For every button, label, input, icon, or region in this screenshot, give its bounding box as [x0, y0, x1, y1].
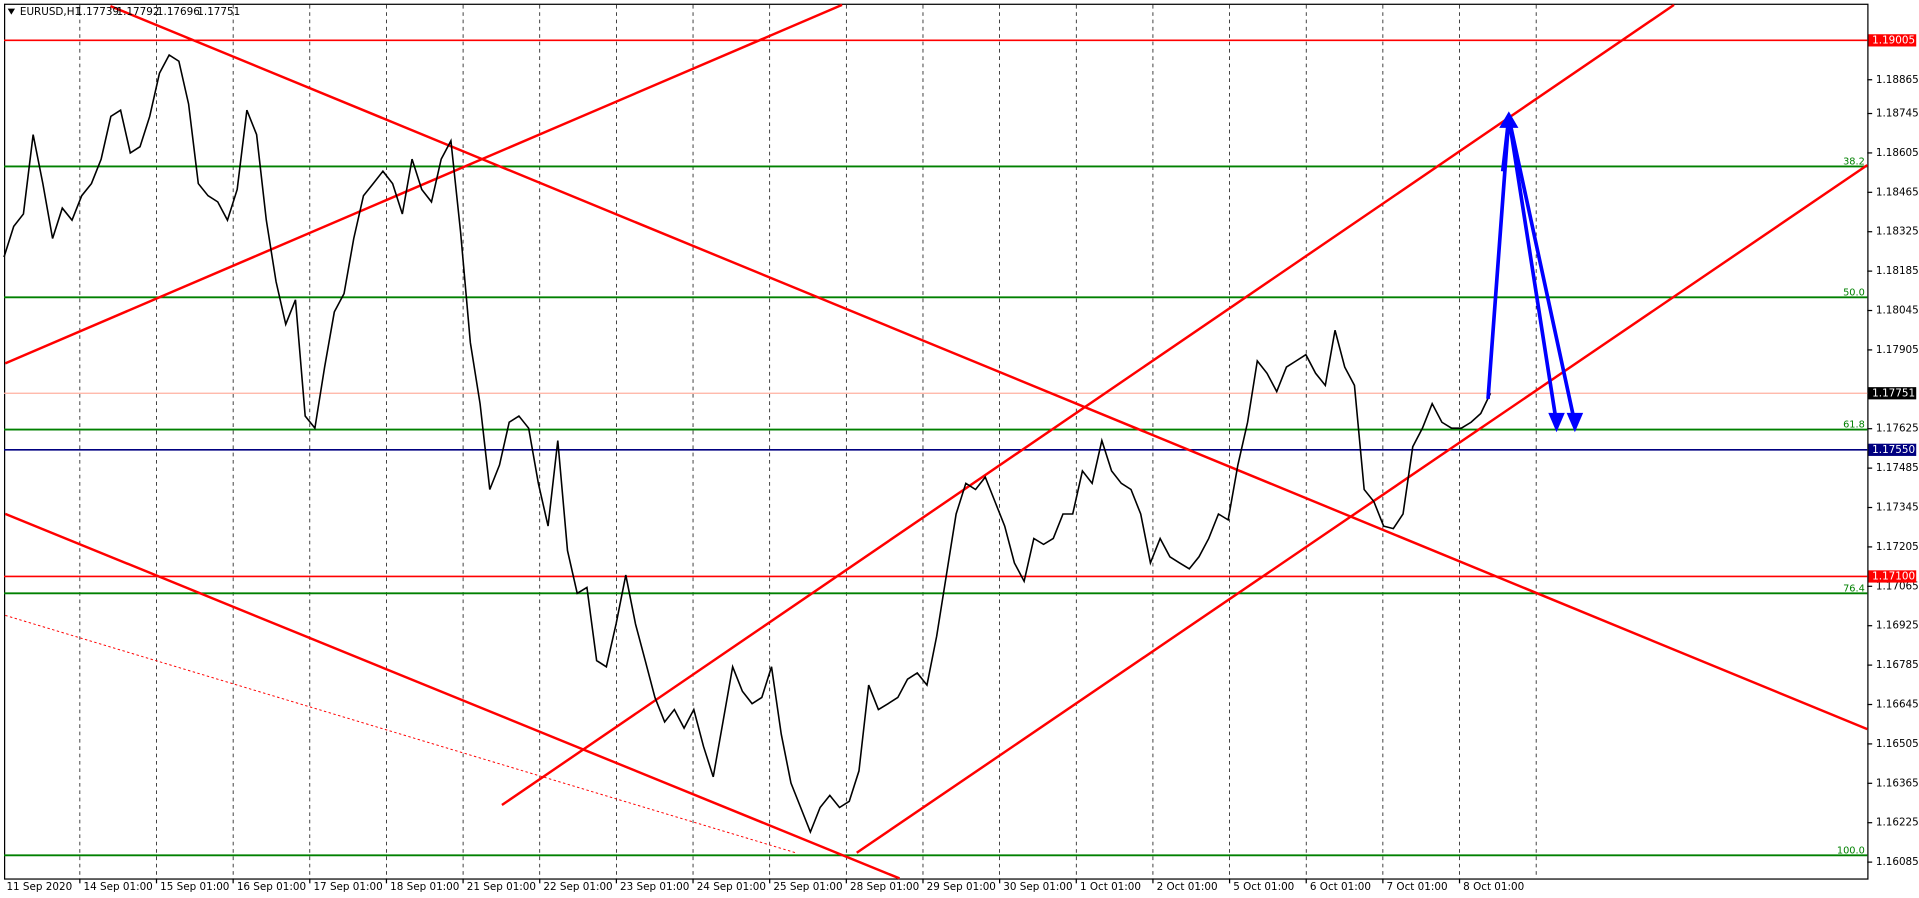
y-tick-label: 1.18465 [1876, 186, 1919, 198]
symbol-title: EURUSD,H1 [20, 6, 81, 18]
ohlc-value: 1.17739 [76, 6, 119, 18]
y-tick-label: 1.18605 [1876, 147, 1919, 159]
price-line [3, 53, 1492, 835]
price-box [1868, 443, 1917, 456]
fib-label: 76.4 [1843, 583, 1865, 594]
fib-label: 50.0 [1843, 287, 1865, 298]
x-tick-label: 11 Sep 2020 [6, 881, 72, 893]
trend-line [109, 4, 1868, 731]
x-tick-label: 28 Sep 01:00 [850, 881, 919, 893]
y-tick-label: 1.16645 [1876, 699, 1919, 711]
price-box-label: 1.17550 [1872, 444, 1915, 456]
plot-frame [3, 3, 1869, 880]
y-tick-label: 1.18865 [1876, 74, 1919, 86]
y-tick-label: 1.17485 [1876, 462, 1919, 474]
ohlc-value: 1.17792 [117, 6, 160, 18]
x-tick-label: 25 Sep 01:00 [773, 881, 842, 893]
x-tick-label: 17 Sep 01:00 [313, 881, 382, 893]
x-axis: 11 Sep 2020 14 Sep 01:00 15 Sep 01:00 16 Se… [6, 878, 1524, 893]
y-tick-label: 1.16365 [1876, 777, 1919, 789]
x-tick-label: 15 Sep 01:00 [160, 881, 229, 893]
menu-triangle [7, 8, 16, 15]
price-series [3, 53, 1492, 835]
y-tick-label: 1.16225 [1876, 817, 1919, 829]
x-tick-label: 21 Sep 01:00 [467, 881, 536, 893]
y-tick-label: 1.16085 [1876, 856, 1919, 868]
x-tick-label: 2 Oct 01:00 [1157, 881, 1218, 893]
y-tick-label: 1.17625 [1876, 423, 1919, 435]
x-tick-label: 5 Oct 01:00 [1233, 881, 1294, 893]
x-tick-label: 8 Oct 01:00 [1463, 881, 1524, 893]
x-tick-label: 29 Sep 01:00 [927, 881, 996, 893]
price-box-label: 1.17100 [1872, 570, 1915, 582]
price-box [1868, 387, 1917, 400]
arrow-head [1499, 111, 1519, 128]
arrow-head [1566, 412, 1584, 433]
price-box-label: 1.19005 [1872, 34, 1915, 46]
x-tick-label: 7 Oct 01:00 [1387, 881, 1448, 893]
y-tick-label: 1.17205 [1876, 541, 1919, 553]
trend-line [501, 3, 1675, 807]
y-tick-label: 1.17345 [1876, 502, 1919, 514]
trend-line [4, 3, 843, 365]
x-tick-label: 14 Sep 01:00 [84, 881, 153, 893]
y-tick-label: 1.17905 [1876, 344, 1919, 356]
y-tick-label: 1.16785 [1876, 659, 1919, 671]
price-box-label: 1.17751 [1872, 387, 1915, 399]
fib-label: 61.8 [1843, 420, 1865, 431]
trend-line [4, 512, 901, 880]
ohlc-value: 1.17751 [197, 6, 240, 18]
x-tick-label: 22 Sep 01:00 [543, 881, 612, 893]
y-tick-label: 1.18185 [1876, 265, 1919, 277]
fib-label: 100.0 [1837, 845, 1865, 856]
trend-lines [4, 3, 1868, 880]
y-tick-label: 1.18325 [1876, 226, 1919, 238]
header: EURUSD,H1 1.17739 1.17792 1.17696 1.1775… [7, 6, 240, 18]
fib-label: 38.2 [1843, 157, 1865, 168]
y-tick-label: 1.17065 [1876, 580, 1919, 592]
x-tick-label: 18 Sep 01:00 [390, 881, 459, 893]
x-tick-label: 24 Sep 01:00 [697, 881, 766, 893]
trend-line [5, 614, 796, 854]
y-tick-label: 1.16505 [1876, 738, 1919, 750]
y-axis: 1.18865 1.18745 1.18605 1.18465 1.18325 1.181… [1867, 34, 1919, 868]
y-tick-label: 1.18045 [1876, 305, 1919, 317]
x-tick-label: 16 Sep 01:00 [237, 881, 306, 893]
trend-line [856, 164, 1868, 854]
ohlc-value: 1.17696 [157, 6, 200, 18]
arrow-head [1548, 412, 1565, 433]
x-tick-label: 23 Sep 01:00 [620, 881, 689, 893]
price-box [1868, 34, 1917, 47]
price-box [1868, 570, 1917, 583]
y-tick-label: 1.16925 [1876, 620, 1919, 632]
x-tick-label: 30 Sep 01:00 [1003, 881, 1072, 893]
x-tick-label: 6 Oct 01:00 [1310, 881, 1371, 893]
x-tick-label: 1 Oct 01:00 [1080, 881, 1141, 893]
forecast-arrows [1486, 111, 1584, 433]
y-tick-label: 1.18745 [1876, 108, 1919, 120]
